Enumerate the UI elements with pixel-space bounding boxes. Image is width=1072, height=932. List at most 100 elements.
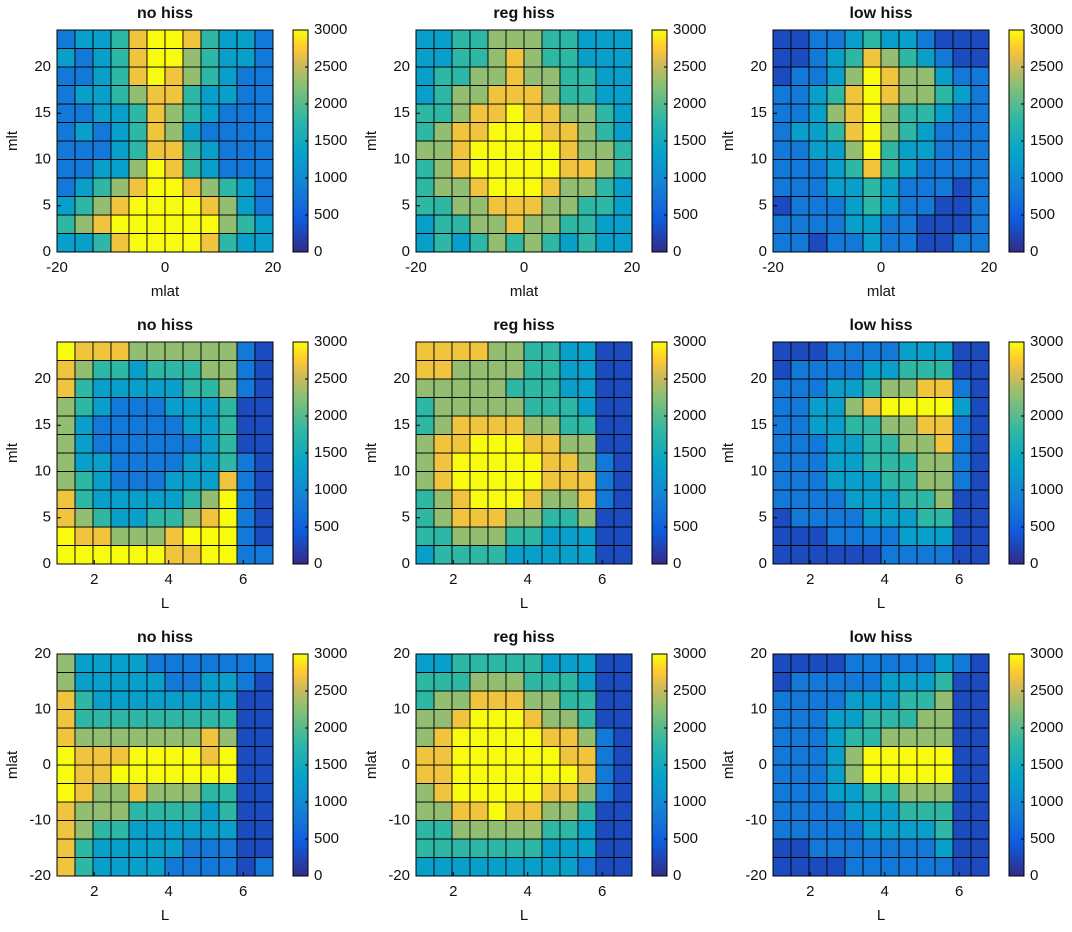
colorbar-swatch — [293, 78, 308, 83]
colorbar-tick-label: 0 — [1030, 867, 1038, 884]
heatmap-cell — [808, 341, 828, 361]
colorbar-swatch — [1009, 85, 1024, 90]
colorbar-swatch — [293, 848, 308, 853]
heatmap-cell — [451, 545, 471, 565]
heatmap-cell — [844, 727, 864, 747]
heatmap-cell — [844, 29, 864, 49]
heatmap-cell — [523, 838, 543, 858]
heatmap-cell — [433, 690, 453, 710]
colorbar-swatch — [293, 95, 308, 100]
colorbar-swatch — [293, 765, 308, 769]
heatmap-cell — [74, 66, 94, 86]
colorbar-swatch — [293, 688, 308, 693]
colorbar-swatch — [293, 803, 308, 808]
heatmap-cell — [952, 545, 972, 565]
heatmap-cell — [236, 838, 256, 858]
heatmap-cell — [862, 857, 882, 877]
heatmap-cell — [56, 214, 76, 234]
y-tick-label: 5 — [402, 197, 410, 214]
colorbar-swatch — [293, 671, 308, 676]
y-axis-label: mlt — [363, 442, 380, 463]
heatmap-cell — [236, 122, 256, 142]
heatmap-cell — [934, 838, 954, 858]
heatmap-cell — [415, 177, 435, 197]
heatmap-cell — [808, 545, 828, 565]
heatmap-cell — [790, 196, 810, 216]
heatmap-cell — [182, 545, 202, 565]
colorbar-swatch — [652, 30, 667, 34]
heatmap-cell — [844, 140, 864, 160]
heatmap-cell — [218, 159, 238, 179]
heatmap-cell — [772, 672, 792, 692]
heatmap-cell — [523, 66, 543, 86]
chart-title: low hiss — [849, 5, 912, 22]
colorbar-tick-label: 500 — [314, 518, 339, 535]
y-tick-label: 10 — [393, 150, 410, 167]
colorbar-swatch — [652, 380, 667, 385]
heatmap-cell — [451, 764, 471, 784]
heatmap-cell — [952, 378, 972, 398]
heatmap-cell — [236, 727, 256, 747]
heatmap-cell — [916, 378, 936, 398]
colorbar-swatch — [1009, 113, 1024, 118]
heatmap-cell — [164, 508, 184, 528]
heatmap-cell — [236, 360, 256, 380]
heatmap-cell — [164, 653, 184, 673]
heatmap-cell — [613, 526, 633, 546]
heatmap-cell — [916, 489, 936, 509]
heatmap-cell — [487, 471, 507, 491]
heatmap-cell — [916, 838, 936, 858]
heatmap-cell — [916, 452, 936, 472]
heatmap-cell — [451, 48, 471, 68]
heatmap-cell — [74, 434, 94, 454]
colorbar-swatch — [293, 411, 308, 416]
colorbar-swatch — [293, 501, 308, 506]
heatmap-cell — [505, 746, 525, 766]
colorbar-swatch — [1009, 473, 1024, 478]
colorbar-tick-label: 2500 — [314, 682, 347, 699]
colorbar-swatch — [652, 172, 667, 177]
colorbar-swatch — [293, 692, 308, 697]
heatmap-cell — [200, 397, 220, 417]
heatmap-cell — [541, 48, 561, 68]
heatmap-cell — [182, 397, 202, 417]
heatmap-cell — [146, 452, 166, 472]
y-tick-label: -10 — [745, 811, 767, 828]
heatmap-cell — [772, 690, 792, 710]
colorbar-swatch — [293, 30, 308, 34]
heatmap-cell — [934, 727, 954, 747]
heatmap-cell — [487, 690, 507, 710]
heatmap-cell — [74, 177, 94, 197]
heatmap-cell — [164, 801, 184, 821]
heatmap-cell — [110, 526, 130, 546]
colorbar-swatch — [652, 719, 667, 724]
colorbar-swatch — [652, 120, 667, 125]
colorbar-swatch — [1009, 771, 1024, 776]
colorbar-swatch — [1009, 168, 1024, 173]
colorbar-swatch — [652, 394, 667, 398]
heatmap-cell — [577, 177, 597, 197]
heatmap-cell — [254, 690, 274, 710]
colorbar-swatch — [652, 355, 667, 360]
heatmap-cell — [92, 727, 112, 747]
heatmap-cell — [559, 66, 579, 86]
colorbar-swatch — [1009, 442, 1024, 447]
heatmap-cell — [128, 214, 148, 234]
heatmap-cell — [934, 360, 954, 380]
heatmap-cell — [862, 672, 882, 692]
heatmap-cell — [218, 103, 238, 123]
x-tick-label: 6 — [598, 883, 606, 900]
heatmap-cell — [56, 341, 76, 361]
heatmap-cell — [898, 820, 918, 840]
heatmap-cell — [236, 452, 256, 472]
colorbar-swatch — [652, 57, 667, 62]
colorbar-swatch — [652, 782, 667, 787]
heatmap-cell — [577, 233, 597, 253]
heatmap-cell — [74, 690, 94, 710]
y-tick-label: 20 — [34, 645, 51, 662]
heatmap-cell — [577, 489, 597, 509]
heatmap-cell — [613, 140, 633, 160]
heatmap-cell — [559, 452, 579, 472]
